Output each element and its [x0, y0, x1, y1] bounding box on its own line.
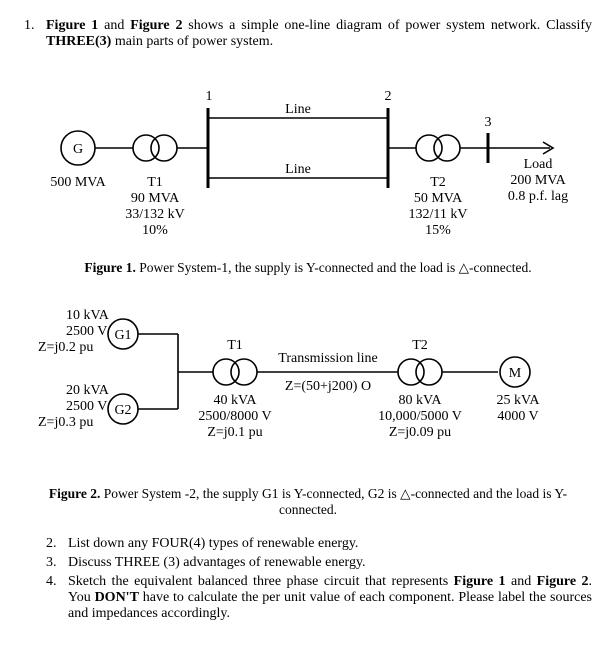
motor-kva: 25 kVA [497, 393, 541, 408]
g2-name: G2 [114, 403, 131, 418]
t1-pct: 10% [142, 223, 168, 238]
motor-v: 4000 V [497, 409, 538, 424]
g1-z: Z=j0.2 pu [38, 340, 93, 355]
t2-mva: 50 MVA [414, 191, 463, 206]
t1-name: T1 [147, 175, 163, 190]
bus3-label: 3 [485, 115, 492, 130]
q1-fig2: Figure 2 [130, 18, 182, 33]
t1-kv: 33/132 kV [125, 207, 185, 222]
q1-number: 1. [24, 18, 46, 50]
figure-2-caption: Figure 2. Power System -2, the supply G1… [24, 486, 592, 518]
g1-kva: 10 kVA [66, 308, 110, 323]
t1-name-f2: T1 [227, 338, 243, 353]
t1-kva-f2: 40 kVA [214, 393, 258, 408]
g2-z: Z=j0.3 pu [38, 415, 93, 430]
motor-name: M [509, 366, 522, 381]
figure-1-caption: Figure 1. Power System-1, the supply is … [24, 260, 592, 276]
t1-v-f2: 2500/8000 V [198, 409, 271, 424]
t2-kv: 132/11 kV [409, 207, 468, 222]
q1-fig1: Figure 1 [46, 18, 98, 33]
tline-label: Transmission line [278, 351, 377, 366]
load-mva: 200 MVA [510, 173, 566, 188]
t1-mva: 90 MVA [131, 191, 180, 206]
t1-z-f2: Z=j0.1 pu [207, 425, 262, 440]
figure-2-diagram: G1 G2 M 10 kVA 2500 V Z=j0.2 pu 20 kVA 2… [28, 294, 588, 474]
bus2-label: 2 [385, 89, 392, 104]
t2-pct: 15% [425, 223, 451, 238]
g2-kva: 20 kVA [66, 383, 110, 398]
q1-text: Figure 1 and Figure 2 shows a simple one… [46, 18, 592, 50]
line-label-bottom: Line [285, 162, 311, 177]
tline-z: Z=(50+j200) Ο [285, 379, 371, 394]
load-pf: 0.8 p.f. lag [508, 189, 568, 204]
sub-questions: 2. List down any FOUR(4) types of renewa… [46, 536, 592, 622]
t2-name-f2: T2 [412, 338, 428, 353]
question-4: 4. Sketch the equivalent balanced three … [46, 574, 592, 622]
g1-name: G1 [114, 328, 131, 343]
question-3: 3. Discuss THREE (3) advantages of renew… [46, 555, 592, 571]
bus1-label: 1 [206, 89, 213, 104]
g1-v: 2500 V [66, 324, 107, 339]
question-1: 1. Figure 1 and Figure 2 shows a simple … [24, 18, 592, 50]
t2-kva-f2: 80 kVA [399, 393, 443, 408]
t2-z-f2: Z=j0.09 pu [389, 425, 451, 440]
gen-rating: 500 MVA [50, 175, 106, 190]
load-label: Load [524, 157, 553, 172]
g2-v: 2500 V [66, 399, 107, 414]
t2-v-f2: 10,000/5000 V [378, 409, 462, 424]
gen-g-label: G [73, 142, 83, 157]
figure-1-diagram: G 1 2 3 Line Line 500 MVA T1 90 MVA 33/1… [38, 58, 578, 248]
line-label-top: Line [285, 102, 311, 117]
question-2: 2. List down any FOUR(4) types of renewa… [46, 536, 592, 552]
t2-name: T2 [430, 175, 446, 190]
